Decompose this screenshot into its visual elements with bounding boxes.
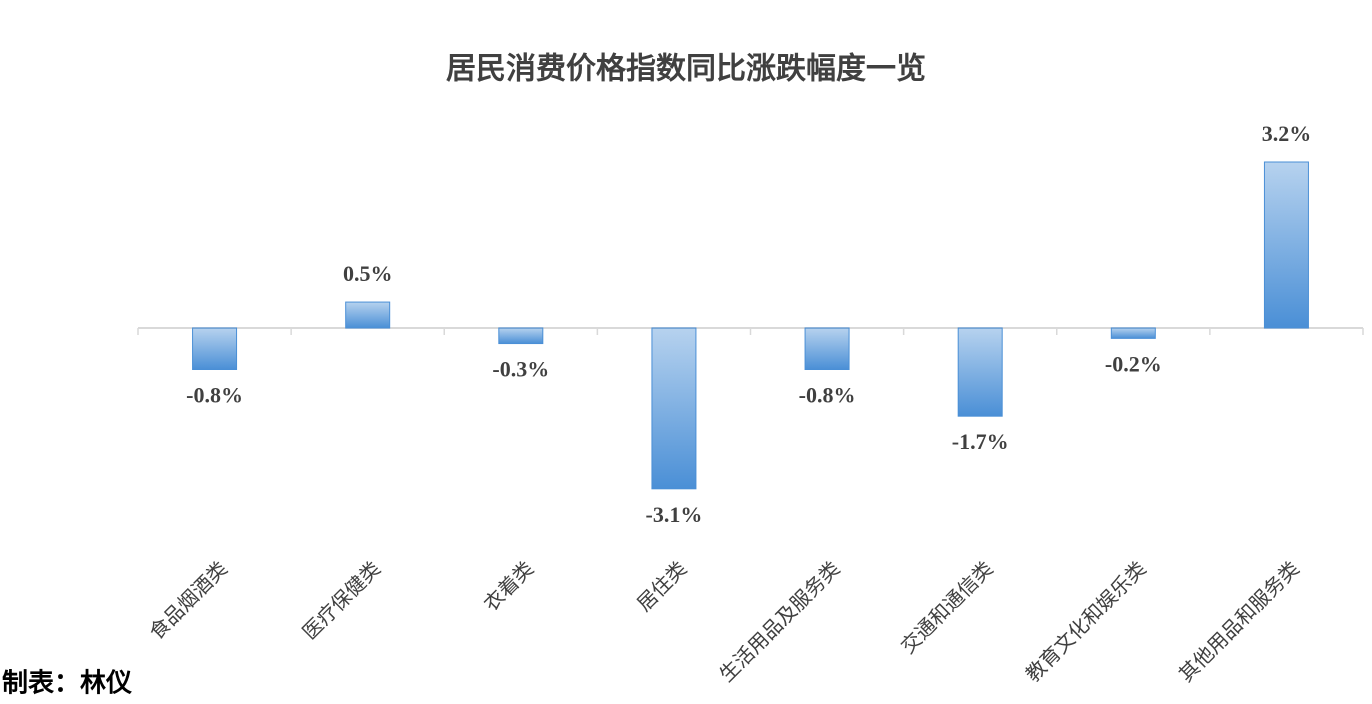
x-tick-label: 生活用品及服务类 xyxy=(714,556,844,686)
bar xyxy=(1263,161,1309,329)
chart-title: 居民消费价格指数同比涨跌幅度一览 xyxy=(446,52,926,87)
value-label: -0.8% xyxy=(799,383,856,408)
value-label: 3.2% xyxy=(1262,121,1312,146)
bar xyxy=(345,301,391,329)
bar xyxy=(192,327,238,370)
x-tick-label: 衣着类 xyxy=(479,556,538,615)
value-label: -1.7% xyxy=(952,429,1009,454)
bar xyxy=(498,327,544,345)
value-label: 0.5% xyxy=(343,261,393,286)
x-tick-label: 交通和通信类 xyxy=(896,556,998,658)
x-tick-label: 居住类 xyxy=(632,556,691,615)
bar xyxy=(651,327,697,490)
value-label: -0.2% xyxy=(1105,351,1162,376)
x-tick-label: 医疗保健类 xyxy=(297,556,385,644)
bar xyxy=(1110,327,1156,339)
value-label: -0.8% xyxy=(186,383,243,408)
value-label: -3.1% xyxy=(646,502,703,527)
x-tick-label: 其他用品和服务类 xyxy=(1174,556,1304,686)
value-label: -0.3% xyxy=(492,357,549,382)
x-tick-label: 食品烟酒类 xyxy=(144,556,232,644)
footer: 制表：林仪 xyxy=(2,669,133,699)
x-tick-label: 教育文化和娱乐类 xyxy=(1021,556,1151,686)
bar xyxy=(957,327,1003,417)
bar xyxy=(804,327,850,370)
